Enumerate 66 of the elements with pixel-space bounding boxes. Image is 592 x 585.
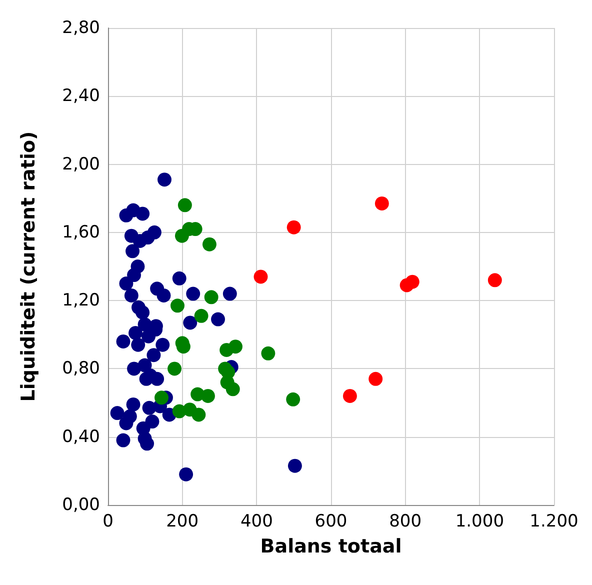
y-tick-label: 0,40	[62, 426, 100, 447]
x-tick-label: 600	[314, 512, 348, 532]
point	[183, 316, 198, 330]
point	[170, 298, 184, 313]
x-tick-label: 800	[389, 512, 422, 532]
point	[194, 308, 208, 323]
y-tick-label: 1,60	[62, 222, 100, 242]
point	[119, 416, 134, 430]
point	[119, 276, 134, 291]
point	[488, 273, 502, 288]
point	[228, 340, 242, 354]
point	[178, 198, 192, 212]
point	[138, 358, 152, 372]
point	[254, 270, 268, 284]
x-tick-label: 0	[102, 512, 114, 532]
y-tick-label: 0,80	[62, 358, 100, 379]
point	[226, 382, 240, 396]
point	[342, 388, 357, 403]
point	[156, 338, 170, 352]
point	[127, 362, 142, 376]
y-tick-label: 2,00	[62, 154, 100, 174]
point	[126, 397, 140, 412]
point	[286, 220, 301, 234]
point	[110, 406, 124, 420]
point	[146, 348, 161, 362]
y-tick-label: 2,40	[62, 86, 100, 106]
x-tick-label: 200	[166, 512, 199, 532]
point	[261, 346, 276, 360]
x-tick-label: 400	[240, 512, 273, 532]
point	[168, 362, 182, 376]
y-tick-label: 0,00	[62, 495, 100, 515]
point	[400, 278, 414, 292]
point	[202, 237, 216, 252]
point	[186, 286, 200, 301]
point	[136, 306, 150, 320]
point	[200, 388, 215, 403]
point	[127, 268, 142, 282]
point	[116, 334, 130, 348]
point	[124, 288, 138, 302]
point	[172, 271, 186, 286]
point	[128, 326, 143, 340]
point	[222, 286, 237, 301]
point	[286, 392, 300, 406]
point	[147, 225, 162, 240]
y-axis-title: Liquiditeit (current ratio)	[18, 131, 40, 402]
point	[158, 172, 172, 187]
point	[126, 244, 140, 258]
point	[368, 372, 383, 386]
point	[140, 436, 154, 451]
point	[136, 206, 150, 221]
point	[374, 196, 389, 210]
point	[204, 290, 218, 304]
point	[116, 433, 130, 448]
point	[142, 329, 156, 344]
point	[131, 338, 146, 352]
point	[156, 288, 171, 302]
x-axis-title: Balans totaal	[260, 536, 402, 558]
y-tick-label: 2,80	[62, 18, 100, 38]
y-tick-label: 1,20	[62, 290, 100, 311]
point	[288, 458, 302, 473]
x-tick-label: 1.200	[530, 512, 578, 532]
point	[192, 408, 206, 422]
point	[179, 467, 194, 482]
point	[211, 312, 226, 326]
point	[154, 390, 169, 405]
x-tick-label: 1.000	[455, 512, 504, 532]
